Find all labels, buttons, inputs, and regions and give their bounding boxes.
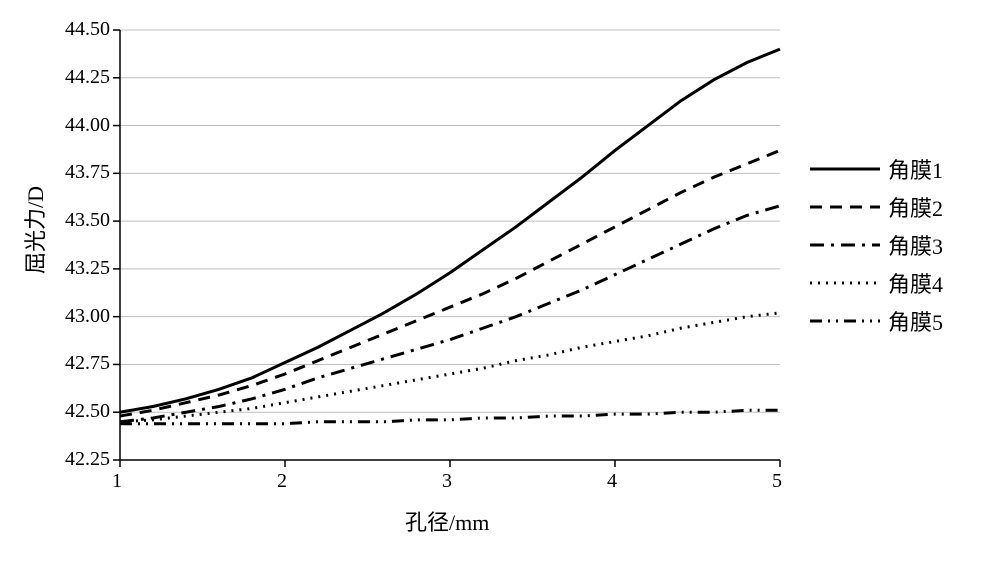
legend-swatch [810,273,880,293]
y-tick-label: 42.50 [40,400,110,423]
legend-item: 角膜1 [810,150,943,188]
y-tick-label: 43.00 [40,305,110,328]
legend-item: 角膜3 [810,226,943,264]
y-tick-label: 44.50 [40,18,110,41]
series-line-2 [120,150,780,416]
legend-swatch [810,311,880,331]
y-tick-label: 44.25 [40,66,110,89]
legend-swatch [810,197,880,217]
legend-item: 角膜4 [810,264,943,302]
y-tick-label: 42.75 [40,352,110,375]
y-tick-label: 43.75 [40,161,110,184]
legend-item: 角膜2 [810,188,943,226]
y-tick-label: 44.00 [40,114,110,137]
y-tick-label: 43.50 [40,209,110,232]
legend-item: 角膜5 [810,302,943,340]
x-tick-label: 5 [772,470,782,493]
x-tick-label: 4 [607,470,617,493]
series-line-1 [120,49,780,412]
x-tick-label: 2 [277,470,287,493]
legend-label: 角膜5 [888,305,943,337]
x-axis-label: 孔径/mm [405,505,489,537]
legend-swatch [810,235,880,255]
legend: 角膜1 角膜2 角膜3 角膜4 角膜5 [810,150,943,340]
x-tick-label: 1 [112,470,122,493]
legend-label: 角膜3 [888,229,943,261]
legend-swatch [810,159,880,179]
legend-label: 角膜4 [888,267,943,299]
x-tick-label: 3 [442,470,452,493]
chart-container: 42.25 42.50 42.75 43.00 43.25 43.50 43.75 44.00… [0,0,1000,568]
legend-label: 角膜2 [888,191,943,223]
y-tick-label: 43.25 [40,257,110,280]
y-axis-label: 屈光力/D [18,186,50,274]
legend-label: 角膜1 [888,153,943,185]
y-tick-label: 42.25 [40,448,110,471]
